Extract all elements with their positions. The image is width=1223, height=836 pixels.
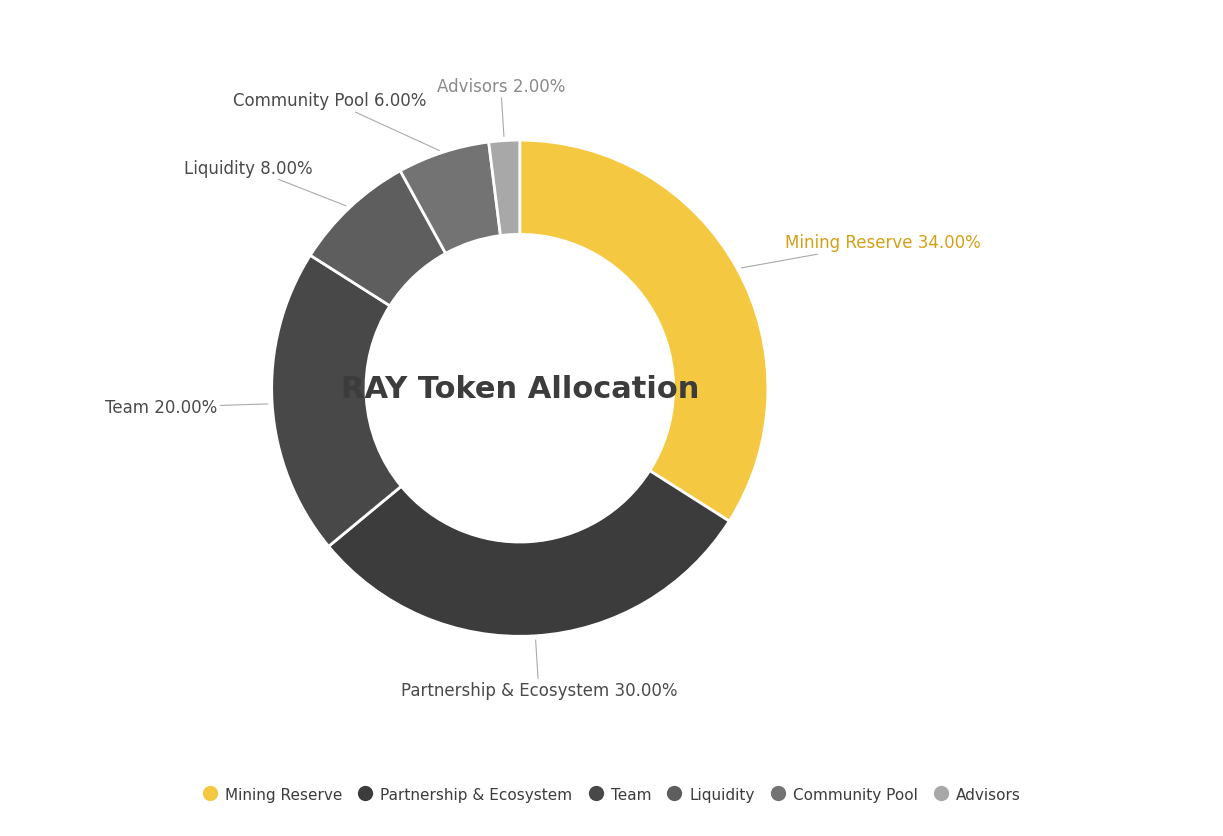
Wedge shape: [489, 141, 520, 237]
Wedge shape: [520, 141, 768, 522]
Text: Liquidity 8.00%: Liquidity 8.00%: [183, 160, 346, 206]
Text: Community Pool 6.00%: Community Pool 6.00%: [232, 92, 439, 151]
Wedge shape: [400, 143, 500, 254]
Text: Team 20.00%: Team 20.00%: [105, 399, 268, 416]
Wedge shape: [272, 256, 401, 547]
Text: RAY Token Allocation: RAY Token Allocation: [340, 375, 700, 403]
Text: Advisors 2.00%: Advisors 2.00%: [437, 78, 565, 137]
Text: Mining Reserve 34.00%: Mining Reserve 34.00%: [741, 234, 981, 268]
Wedge shape: [311, 171, 445, 307]
Legend: Mining Reserve, Partnership & Ecosystem, Team, Liquidity, Community Pool, Adviso: Mining Reserve, Partnership & Ecosystem,…: [202, 787, 1021, 802]
Text: Partnership & Ecosystem 30.00%: Partnership & Ecosystem 30.00%: [400, 640, 678, 700]
Wedge shape: [329, 471, 729, 636]
